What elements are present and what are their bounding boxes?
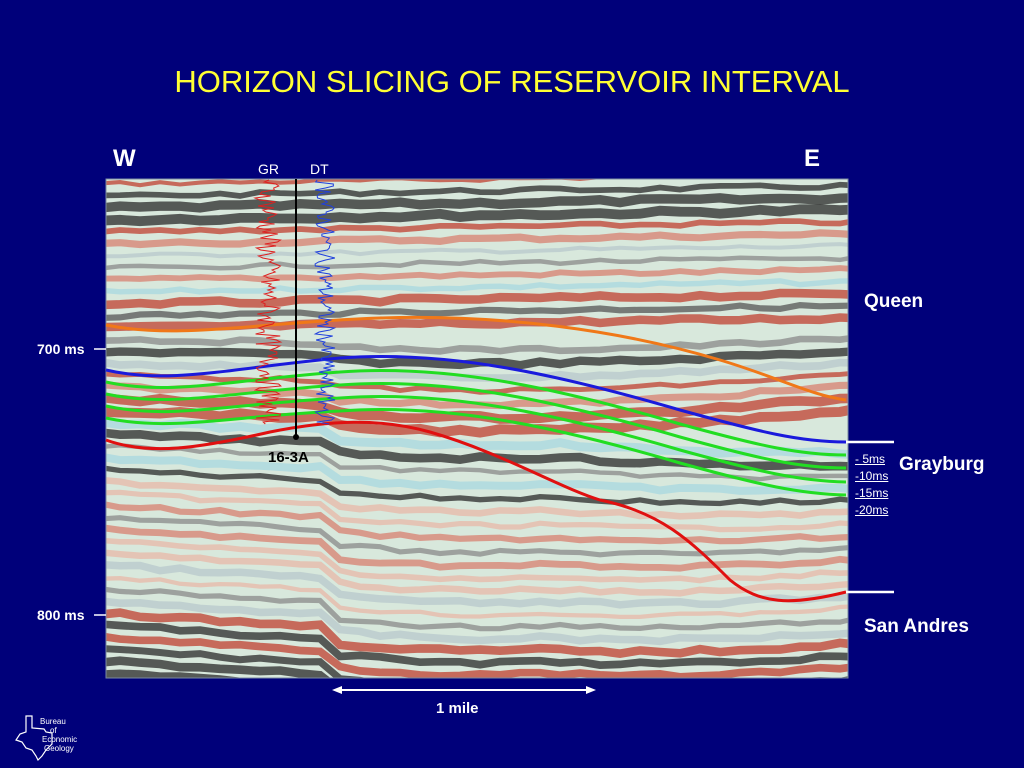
seismic-reflector: [106, 656, 331, 678]
seismic-reflector: [106, 586, 848, 632]
seismic-reflector: [106, 515, 848, 558]
offset-20ms: -20ms: [855, 503, 889, 517]
logo-line-of: of: [50, 726, 57, 735]
slice-line-5ms: [105, 369, 847, 457]
well-bottom-marker: [293, 434, 299, 440]
offset-10ms: -10ms: [855, 469, 889, 483]
san-andres-horizon: [105, 420, 847, 603]
seismic-reflector: [106, 301, 848, 321]
seismic-reflector: [106, 669, 243, 678]
seismic-reflector: [106, 465, 848, 507]
texas-logo-icon: [15, 715, 53, 762]
slide-title: HORIZON SLICING OF RESERVOIR INTERVAL: [174, 64, 850, 99]
seismic-reflector: [106, 193, 848, 213]
time-label-700ms: 700 ms: [37, 341, 85, 357]
logo-line-economic: Economic: [42, 735, 78, 744]
gr-log-label: GR: [258, 161, 279, 177]
logo-line-bureau: Bureau: [40, 717, 66, 726]
well-name-label: 16-3A: [268, 449, 309, 466]
west-label: W: [113, 145, 136, 172]
seismic-reflector: [106, 278, 848, 295]
seismic-reflector: [106, 405, 848, 438]
seismic-reflector: [106, 608, 848, 658]
bureau-logo-text: Bureau of Economic Geology: [40, 717, 77, 753]
seismic-reflector: [106, 265, 848, 283]
grayburg-horizon: [105, 355, 847, 444]
dt-log-label: DT: [310, 161, 329, 177]
seismic-reflector: [106, 501, 848, 545]
seismic-reflector: [106, 537, 848, 584]
slice-line-15ms: [105, 395, 847, 484]
seismic-reflector: [106, 218, 848, 235]
seismic-reflector: [106, 179, 682, 188]
slice-line-10ms: [105, 382, 847, 470]
seismic-reflector: [106, 313, 848, 332]
logo-line-geology: Geology: [44, 744, 74, 753]
scale-bar-label: 1 mile: [436, 700, 479, 717]
seismic-reflector: [106, 597, 848, 646]
seismic-reflector: [106, 633, 848, 678]
seismic-reflector: [106, 489, 848, 533]
seismic-reflector: [106, 453, 848, 495]
seismic-reflector: [100, 161, 860, 173]
queen-label: Queen: [864, 291, 924, 312]
seismic-reflector: [106, 242, 848, 259]
seismic-reflector: [106, 229, 848, 249]
time-label-800ms: 800 ms: [37, 607, 85, 623]
seismic-reflector: [106, 255, 848, 271]
slice-line-20ms: [105, 408, 847, 497]
seismic-reflector: [106, 645, 848, 678]
seismic-reflector: [106, 204, 848, 227]
dt-log-curve: [313, 179, 337, 425]
seismic-reflector: [106, 549, 848, 597]
seismic-reflector: [106, 335, 848, 355]
seismic-reflector: [106, 181, 848, 199]
east-label: E: [804, 145, 821, 172]
seismic-reflector: [106, 561, 848, 609]
scale-bar: [332, 686, 596, 694]
offset-15ms: -15ms: [855, 486, 889, 500]
san-andres-label: San Andres: [864, 616, 969, 637]
gr-log-curve: [253, 179, 283, 425]
seismic-reflector: [106, 477, 848, 520]
seismic-reflector: [106, 576, 848, 620]
seismic-reflector: [106, 288, 848, 310]
offset-5ms: - 5ms: [855, 452, 885, 466]
seismic-section: [100, 161, 860, 678]
seismic-reflector: [106, 524, 848, 572]
queen-horizon: [105, 315, 847, 402]
grayburg-label: Grayburg: [899, 454, 985, 475]
seismic-reflector: [106, 620, 848, 669]
